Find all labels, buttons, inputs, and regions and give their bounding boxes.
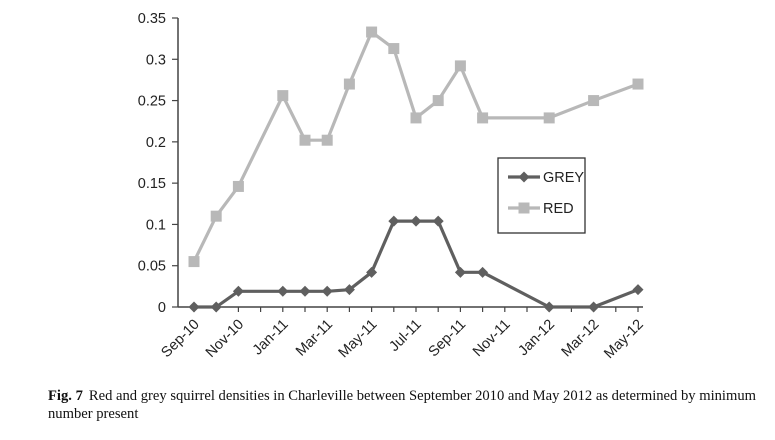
x-tick-label: Nov-11 bbox=[470, 317, 514, 361]
data-point-red bbox=[410, 112, 422, 124]
y-tick-label: 0.1 bbox=[146, 217, 166, 233]
data-point-grey bbox=[210, 301, 222, 313]
data-point-grey bbox=[454, 266, 466, 278]
chart-legend: GREY RED bbox=[497, 157, 586, 234]
data-point-grey bbox=[277, 285, 289, 297]
data-point-grey bbox=[299, 285, 311, 297]
data-point-grey bbox=[188, 301, 200, 313]
y-tick-label: 0.35 bbox=[138, 11, 166, 27]
data-point-grey bbox=[410, 215, 422, 227]
data-point-grey bbox=[343, 284, 355, 296]
x-tick-label: May-11 bbox=[336, 317, 381, 362]
data-point-red bbox=[277, 90, 289, 102]
x-tick-label: Sep-10 bbox=[158, 317, 202, 361]
x-tick-label: Jan-11 bbox=[250, 317, 292, 359]
data-point-red bbox=[388, 43, 400, 55]
data-point-grey bbox=[632, 284, 644, 296]
figure-label: Fig. 7 bbox=[48, 388, 83, 404]
data-point-red bbox=[188, 256, 200, 268]
data-point-red bbox=[343, 78, 355, 90]
y-tick-label: 0.05 bbox=[138, 259, 166, 275]
data-point-red bbox=[210, 210, 222, 222]
y-tick-label: 0.25 bbox=[138, 94, 166, 110]
data-point-red bbox=[232, 180, 244, 192]
x-tick-label: Jan-12 bbox=[515, 317, 558, 360]
x-tick-label: Mar-11 bbox=[293, 317, 336, 360]
legend-label-grey: GREY bbox=[543, 170, 584, 186]
y-tick-label: 0 bbox=[158, 300, 166, 316]
chart-series bbox=[188, 26, 644, 313]
data-point-red bbox=[477, 112, 489, 124]
x-tick-label: May-12 bbox=[601, 317, 647, 363]
legend-marker-red bbox=[518, 202, 530, 214]
data-point-red bbox=[543, 112, 555, 124]
x-tick-label: Sep-11 bbox=[426, 317, 470, 361]
data-point-red bbox=[588, 95, 600, 107]
legend-marker-grey bbox=[518, 171, 530, 183]
data-point-red bbox=[366, 26, 378, 38]
x-tick-label: Nov-10 bbox=[203, 317, 247, 361]
y-tick-label: 0.3 bbox=[146, 52, 166, 68]
data-point-grey bbox=[232, 285, 244, 297]
legend-box bbox=[497, 157, 586, 234]
data-point-grey bbox=[388, 215, 400, 227]
data-point-red bbox=[299, 134, 311, 146]
data-point-red bbox=[454, 60, 466, 72]
data-point-red bbox=[432, 95, 444, 107]
data-point-grey bbox=[432, 215, 444, 227]
data-point-grey bbox=[588, 301, 600, 313]
data-point-grey bbox=[477, 266, 489, 278]
legend-label-red: RED bbox=[543, 201, 574, 217]
series-line-red bbox=[192, 30, 639, 263]
data-point-red bbox=[321, 134, 333, 146]
data-point-grey bbox=[321, 285, 333, 297]
data-point-grey bbox=[366, 266, 378, 278]
figure-caption-text: Red and grey squirrel densities in Charl… bbox=[48, 388, 756, 422]
y-tick-label: 0.2 bbox=[146, 135, 166, 151]
x-tick-label: Mar-12 bbox=[559, 317, 603, 361]
y-tick-label: 0.15 bbox=[138, 176, 166, 192]
series-line-grey bbox=[194, 219, 639, 309]
figure-caption: Fig. 7 Red and grey squirrel densities in… bbox=[48, 387, 760, 423]
data-point-red bbox=[632, 78, 644, 90]
data-point-grey bbox=[543, 301, 555, 313]
x-tick-label: Jul-11 bbox=[386, 317, 424, 355]
